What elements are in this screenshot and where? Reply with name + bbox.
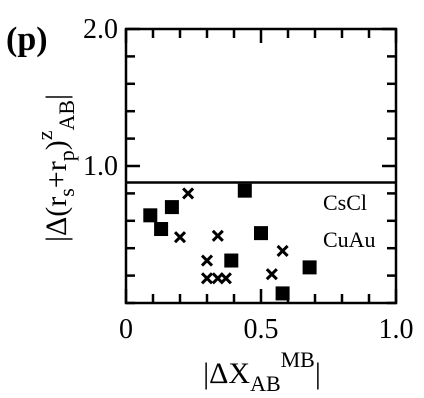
cross-marker — [265, 268, 278, 281]
cross-marker — [276, 244, 289, 258]
square-marker — [224, 253, 239, 268]
cross-marker — [211, 229, 224, 242]
plot-frame — [124, 27, 398, 305]
cross-marker — [200, 272, 214, 285]
square-marker — [237, 183, 252, 198]
square-marker — [254, 226, 268, 241]
cross-marker — [219, 272, 232, 285]
y-tick-label: 1.0 — [83, 151, 118, 182]
annotation-cuau: CuAu — [323, 227, 376, 252]
cross-marker — [200, 254, 214, 267]
square-marker — [143, 208, 158, 223]
cross-marker — [182, 187, 195, 200]
data-markers — [143, 183, 317, 301]
cross-marker — [173, 231, 187, 244]
x-axis-label: |ΔXABMB| — [203, 347, 321, 393]
y-axis-label: |Δ(rs+rp)zAB| — [32, 94, 79, 242]
y-tick-label: 2.0 — [83, 14, 118, 45]
panel-label: (p) — [6, 21, 48, 58]
square-marker — [164, 200, 179, 215]
square-marker — [302, 260, 317, 275]
square-marker — [275, 286, 290, 301]
x-tick-label: 0 — [119, 314, 133, 345]
tick-labels: 0 0.5 1.0 1.0 2.0 — [83, 14, 414, 345]
x-tick-label: 0.5 — [244, 314, 279, 345]
annotation-cscl: CsCl — [323, 190, 367, 215]
square-marker — [154, 222, 169, 237]
x-tick-label: 1.0 — [379, 314, 414, 345]
tick-marks — [124, 27, 398, 305]
